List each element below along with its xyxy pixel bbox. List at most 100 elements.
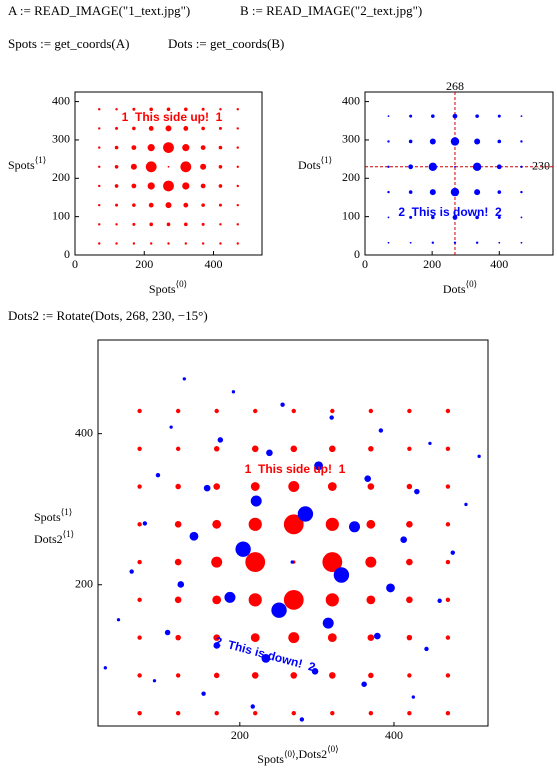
point <box>212 519 222 529</box>
point <box>236 223 239 226</box>
point <box>224 591 236 603</box>
point <box>200 183 206 189</box>
point <box>476 92 478 93</box>
point <box>387 165 390 168</box>
y-tick-label: 300 <box>52 132 70 146</box>
point <box>283 589 304 610</box>
point <box>364 475 371 482</box>
point <box>409 241 412 244</box>
point <box>142 521 148 526</box>
point <box>236 242 239 245</box>
point <box>177 581 185 588</box>
point <box>407 408 412 414</box>
point <box>218 164 223 169</box>
point <box>520 165 523 168</box>
point <box>202 89 204 91</box>
point <box>407 710 412 716</box>
annotation: 1 This side up! 1 <box>122 110 223 124</box>
point <box>477 454 481 458</box>
point <box>521 90 523 92</box>
point <box>137 408 142 414</box>
y-axis-label: Dots2⟨1⟩ <box>34 529 74 546</box>
point <box>115 126 119 130</box>
point <box>175 710 181 716</box>
point <box>201 691 206 696</box>
point <box>219 223 222 226</box>
chart: 200 400200400Spots⟨0⟩,Dots2⟨0⟩Spots⟨1⟩Dot… <box>34 339 489 766</box>
point <box>437 598 442 603</box>
point <box>450 550 455 555</box>
point <box>327 633 337 643</box>
point <box>497 139 502 144</box>
point <box>406 596 413 604</box>
point <box>388 90 390 92</box>
point <box>330 710 335 716</box>
y-axis-label: Spots⟨1⟩ <box>8 155 46 172</box>
point <box>236 165 239 168</box>
point <box>464 502 468 507</box>
point <box>189 531 199 541</box>
point <box>283 514 304 535</box>
point <box>475 215 479 220</box>
x-tick-label: 400 <box>490 257 508 271</box>
y-tick-label: 0 <box>354 247 360 261</box>
point <box>454 92 456 93</box>
point <box>166 222 171 227</box>
point <box>147 182 155 190</box>
point <box>497 190 502 194</box>
point <box>368 408 374 414</box>
label-sup: ⟨0⟩ <box>466 279 478 289</box>
point <box>150 89 152 91</box>
point <box>409 215 413 219</box>
point <box>387 115 390 118</box>
point <box>288 481 300 493</box>
label-sup: ⟨1⟩ <box>321 155 333 165</box>
y-tick-label: 100 <box>342 208 360 222</box>
label-text: Spots <box>8 158 35 172</box>
point <box>329 445 336 453</box>
point <box>253 710 258 716</box>
label-text: Spots <box>34 510 61 524</box>
point <box>236 203 239 207</box>
point <box>520 190 523 194</box>
point <box>213 634 220 641</box>
point <box>165 125 172 132</box>
point <box>184 107 188 112</box>
point <box>182 144 190 152</box>
point <box>98 146 101 149</box>
point <box>149 222 153 227</box>
y-tick-label: 400 <box>52 93 70 107</box>
point <box>297 506 314 522</box>
point <box>137 522 142 527</box>
point <box>445 484 451 489</box>
point <box>148 126 154 131</box>
point <box>475 114 479 118</box>
point <box>98 108 101 111</box>
point <box>236 108 239 111</box>
point <box>152 679 157 683</box>
label-sup: ⟨0⟩ <box>284 749 296 759</box>
point <box>428 441 432 446</box>
point <box>137 484 142 489</box>
point <box>520 216 523 219</box>
x-tick-label: 0 <box>362 257 368 271</box>
x-tick-label: 200 <box>423 257 441 271</box>
formula: Dots2 := Rotate(Dots, 268, 230, −15°) <box>8 308 208 323</box>
point <box>132 242 136 245</box>
point <box>424 646 429 652</box>
point <box>137 597 142 603</box>
point <box>325 593 339 607</box>
chart: 0 200 4000100200300400Dots⟨0⟩Dots⟨1⟩268230… <box>298 79 554 296</box>
point <box>98 223 101 226</box>
point <box>387 241 390 244</box>
point <box>115 242 118 245</box>
point <box>248 593 262 607</box>
point <box>327 482 337 491</box>
point <box>164 629 171 636</box>
x-axis-label: Spots⟨0⟩ <box>149 279 187 296</box>
point <box>498 90 500 92</box>
point <box>497 114 501 118</box>
point <box>115 108 118 111</box>
point <box>236 146 239 149</box>
plot-frame <box>74 91 263 256</box>
